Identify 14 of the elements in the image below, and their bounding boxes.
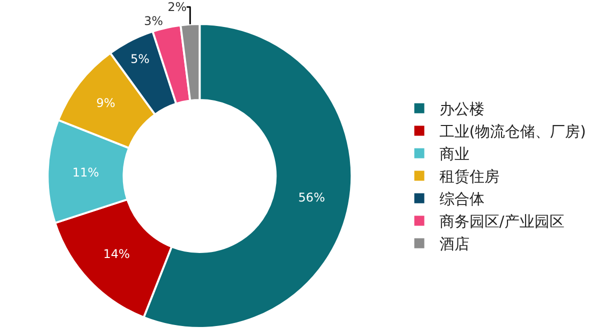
data-label: 11% [72,165,100,180]
legend-label: 酒店 [439,235,470,254]
legend-label: 工业(物流仓储、厂房) [439,122,586,141]
data-label: 3% [144,14,163,28]
data-label: 9% [96,96,116,110]
data-label: 14% [103,247,130,262]
data-label: 2% [168,0,187,14]
legend-label: 商务园区/产业园区 [439,212,564,231]
data-label: 56% [298,190,325,204]
legend-label: 商业 [439,145,470,164]
legend-label: 办公楼 [439,100,484,118]
data-label: 5% [130,52,150,66]
legend-label: 综合体 [439,190,484,208]
legend-label: 租赁住房 [439,168,500,186]
